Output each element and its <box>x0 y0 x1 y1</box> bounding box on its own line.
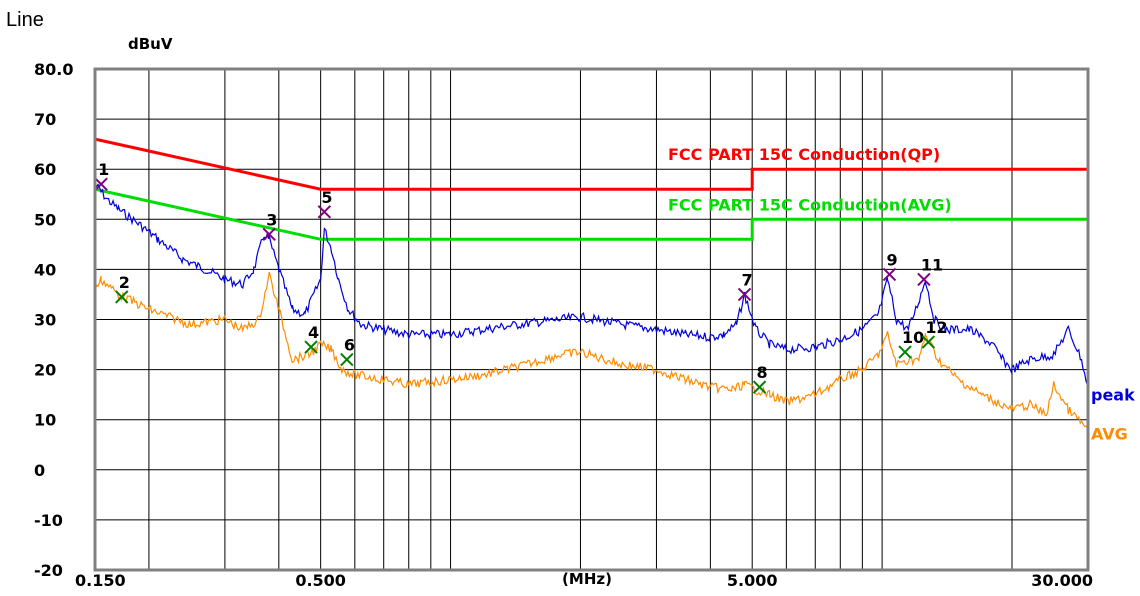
marker-12: 12 <box>921 318 948 349</box>
marker-label: 11 <box>921 255 943 274</box>
marker-8: 8 <box>752 363 768 394</box>
x-tick-label: 5.000 <box>727 571 778 590</box>
limit-label-qp: FCC PART 15C Conduction(QP) <box>668 145 940 164</box>
y-tick-label: 30 <box>34 311 56 330</box>
marker-1: 1 <box>94 160 109 191</box>
marker-7: 7 <box>737 270 753 302</box>
y-tick-label: -10 <box>34 511 63 530</box>
limit-line-qp <box>94 137 1088 191</box>
marker-label: 2 <box>119 273 130 292</box>
marker-3: 3 <box>262 210 277 242</box>
y-tick-label: 0 <box>34 461 45 480</box>
limit-line-avg <box>94 187 1088 241</box>
limit-lines: FCC PART 15C Conduction(QP) FCC PART 15C … <box>94 137 1088 241</box>
marker-5: 5 <box>317 188 332 219</box>
y-tick-label: 80.0 <box>34 60 73 79</box>
plot-frame <box>93 67 1090 572</box>
marker-label: 7 <box>742 270 753 289</box>
marker-9: 9 <box>882 250 898 282</box>
marker-label: 12 <box>925 318 947 337</box>
y-tick-labels: 80.0 70 60 50 40 30 20 10 0 -10 -20 <box>34 60 73 580</box>
series-label-avg: AVG <box>1091 425 1128 444</box>
y-tick-label: 40 <box>34 260 56 279</box>
series-label-peak: peak <box>1091 386 1135 405</box>
series-line-peak <box>94 183 1089 390</box>
y-tick-label: 10 <box>34 411 56 430</box>
y-tick-label: 70 <box>34 110 56 129</box>
marker-label: 4 <box>308 323 319 342</box>
y-tick-label: 60 <box>34 160 56 179</box>
marker-label: 5 <box>321 188 332 207</box>
marker-11: 11 <box>917 255 943 287</box>
marker-label: 8 <box>757 363 768 382</box>
marker-label: 10 <box>902 328 924 347</box>
series-line-avg <box>94 271 1089 430</box>
marker-label: 1 <box>98 160 109 179</box>
limit-label-avg: FCC PART 15C Conduction(AVG) <box>668 195 952 214</box>
x-tick-label: 0.150 <box>75 571 126 590</box>
x-tick-label: 30.000 <box>1031 571 1093 590</box>
x-tick-label: 0.500 <box>295 571 346 590</box>
x-tick-labels: 0.150 0.500 5.000 30.000 <box>75 571 1093 590</box>
y-tick-label: 50 <box>34 210 56 229</box>
x-axis-label: (MHz) <box>562 570 612 588</box>
y-tick-label: -20 <box>34 561 63 580</box>
marker-label: 6 <box>344 336 355 355</box>
y-tick-label: 20 <box>34 361 56 380</box>
series-lines: peak AVG <box>94 183 1135 444</box>
marker-10: 10 <box>898 328 924 359</box>
marker-label: 9 <box>886 250 897 269</box>
marker-6: 6 <box>340 336 355 367</box>
marker-4: 4 <box>304 323 319 354</box>
marker-2: 2 <box>115 273 130 304</box>
y-axis-label: dBuV <box>128 35 173 53</box>
page-title: Line <box>6 9 44 31</box>
marker-label: 3 <box>266 210 277 229</box>
